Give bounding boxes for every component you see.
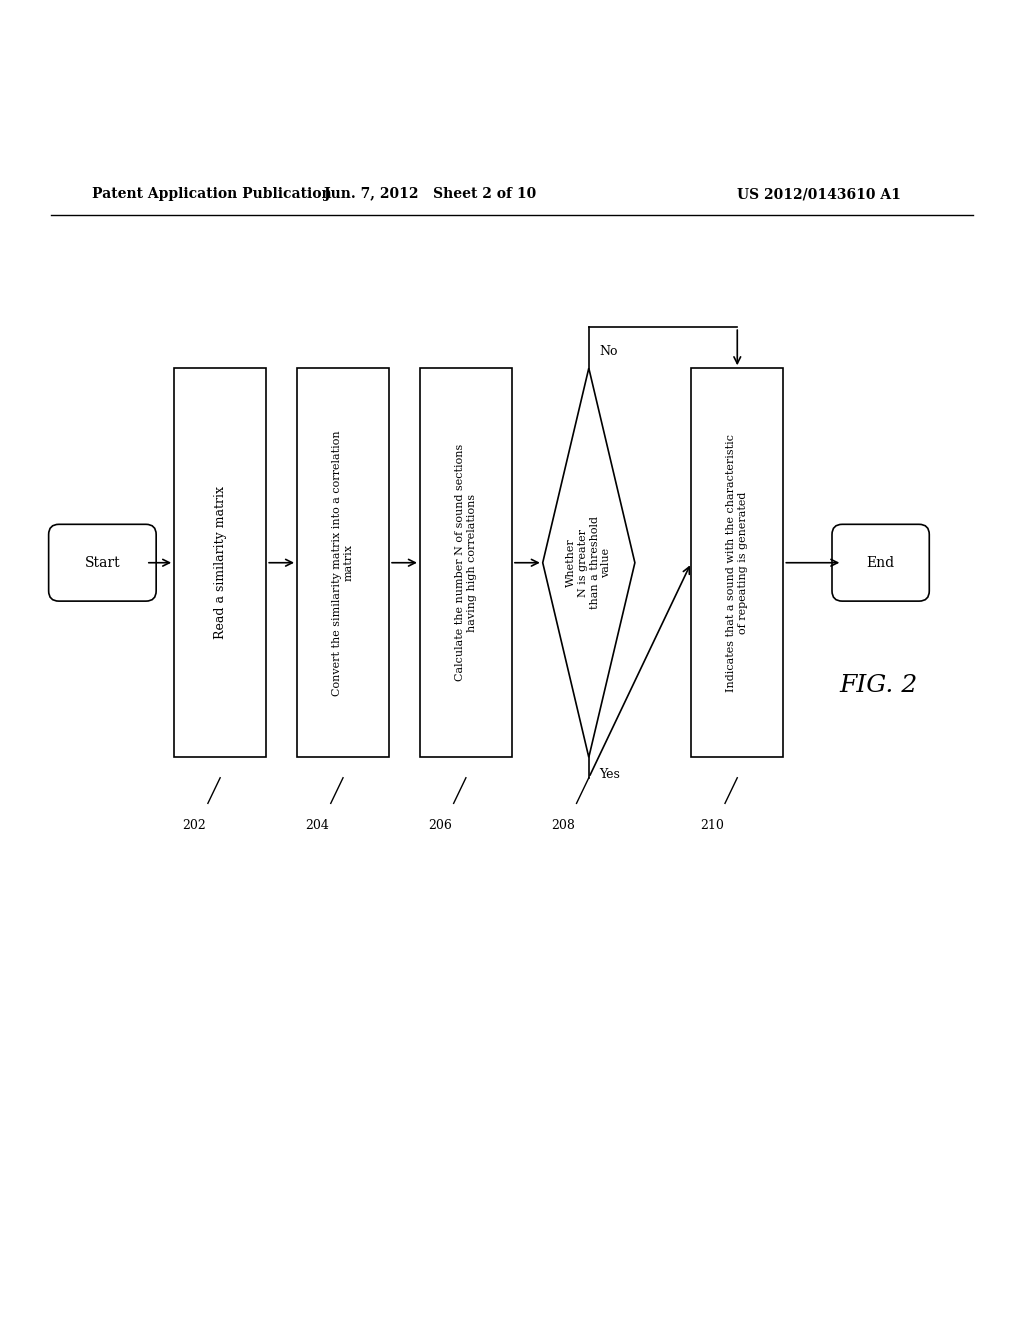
Text: 208: 208	[551, 818, 575, 832]
FancyBboxPatch shape	[831, 524, 930, 601]
Bar	[174, 368, 266, 758]
Text: Whether
N is greater
than a threshold
value: Whether N is greater than a threshold va…	[566, 516, 611, 610]
Text: 210: 210	[699, 818, 724, 832]
Text: Convert the similarity matrix into a correlation
matrix: Convert the similarity matrix into a cor…	[332, 430, 354, 696]
Text: FIG. 2: FIG. 2	[840, 675, 918, 697]
Text: Calculate the number N of sound sections
having high correlations: Calculate the number N of sound sections…	[455, 444, 477, 681]
Text: 202: 202	[182, 818, 207, 832]
Bar	[420, 368, 512, 758]
Text: No: No	[599, 345, 617, 358]
Text: Yes: Yes	[599, 767, 620, 780]
Bar	[297, 368, 389, 758]
Text: Read a similarity matrix: Read a similarity matrix	[214, 486, 226, 639]
Text: 204: 204	[305, 818, 330, 832]
Text: Jun. 7, 2012   Sheet 2 of 10: Jun. 7, 2012 Sheet 2 of 10	[324, 187, 537, 201]
Text: 206: 206	[428, 818, 453, 832]
Polygon shape	[543, 368, 635, 758]
Text: US 2012/0143610 A1: US 2012/0143610 A1	[737, 187, 901, 201]
Text: Patent Application Publication: Patent Application Publication	[92, 187, 332, 201]
FancyBboxPatch shape	[49, 524, 157, 601]
Bar	[691, 368, 783, 758]
Text: End: End	[866, 556, 895, 570]
Text: Indicates that a sound with the characteristic
of repeating is generated: Indicates that a sound with the characte…	[726, 434, 749, 692]
Text: Start: Start	[85, 556, 120, 570]
